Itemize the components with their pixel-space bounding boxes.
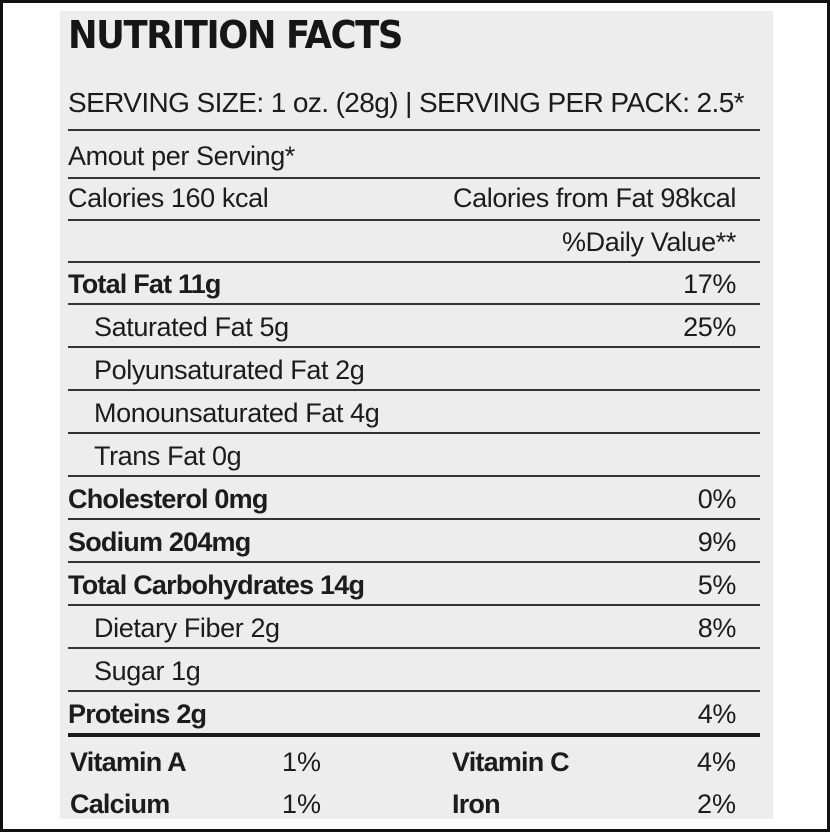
nutrient-name: Sodium 204mg [68,527,251,557]
nutrient-row-total-fat: Total Fat 11g 17% [68,263,736,303]
nutrient-daily-value: 0% [697,484,737,514]
nutrient-name: Total Carbohydrates 14g [68,570,365,600]
nutrient-name: Dietary Fiber 2g [94,613,280,643]
nutrient-row-sodium: Sodium 204mg 9% [68,521,736,561]
divider [68,261,760,263]
nutrient-row-polyunsaturated-fat: Polyunsaturated Fat 2g [68,349,736,389]
nutrient-name: Cholesterol 0mg [68,484,268,514]
nutrient-name: Total Fat 11g [68,269,221,299]
serving-info: SERVING SIZE: 1 oz. (28g) | SERVING PER … [68,87,745,118]
vitamin-row: Calcium 1% Iron 2% [68,785,736,825]
divider [68,690,760,692]
divider [68,219,760,221]
nutrient-row-saturated-fat: Saturated Fat 5g 25% [68,306,736,346]
nutrient-name: Proteins 2g [68,699,207,729]
divider [68,647,760,649]
thick-divider [68,733,760,737]
nutrition-label: NUTRITION FACTS SERVING SIZE: 1 oz. (28g… [60,11,773,819]
daily-value-header-row: %Daily Value** [68,221,736,261]
vitamin-row: Vitamin A 1% Vitamin C 4% [68,743,736,783]
nutrient-name: Saturated Fat 5g [94,312,289,342]
divider [68,475,760,477]
nutrient-row-sugar: Sugar 1g [68,650,736,690]
nutrient-row-trans-fat: Trans Fat 0g [68,435,736,475]
vitamin-name: Vitamin C [452,747,570,777]
vitamin-value: 4% [696,747,736,777]
nutrient-name: Sugar 1g [94,656,201,686]
divider [68,177,760,179]
calories-from-fat-label: Calories from Fat 98kcal [453,183,736,213]
nutrient-row-dietary-fiber: Dietary Fiber 2g 8% [68,607,736,647]
vitamin-name: Iron [452,789,501,819]
amount-per-serving-row: Amout per Serving* [68,135,736,175]
vitamin-name: Calcium [70,789,170,819]
nutrient-name: Monounsaturated Fat 4g [94,398,380,428]
divider [68,604,760,606]
vitamin-name: Vitamin A [70,747,187,777]
nutrient-row-total-carbohydrates: Total Carbohydrates 14g 5% [68,564,736,604]
divider [68,518,760,520]
daily-value-header: %Daily Value** [562,227,736,257]
nutrient-row-proteins: Proteins 2g 4% [68,693,736,733]
nutrient-daily-value: 9% [697,527,737,557]
nutrient-row-cholesterol: Cholesterol 0mg 0% [68,478,736,518]
vitamin-value: 1% [282,789,322,819]
divider [68,561,760,563]
vitamin-value: 1% [282,747,322,777]
calories-row: Calories 160 kcal Calories from Fat 98kc… [68,177,736,217]
nutrient-daily-value: 5% [697,570,737,600]
nutrient-name: Polyunsaturated Fat 2g [94,355,365,385]
nutrient-daily-value: 25% [683,312,736,342]
divider [68,432,760,434]
nutrient-row-monounsaturated-fat: Monounsaturated Fat 4g [68,392,736,432]
nutrient-daily-value: 17% [683,269,736,299]
vitamin-value: 2% [696,789,736,819]
label-title: NUTRITION FACTS [68,13,403,57]
nutrient-daily-value: 8% [697,613,737,643]
nutrient-daily-value: 4% [697,699,737,729]
divider [68,346,760,348]
divider [68,303,760,305]
nutrient-name: Trans Fat 0g [94,441,242,471]
amount-per-serving-label: Amout per Serving* [68,141,295,171]
divider [68,129,760,131]
calories-label: Calories 160 kcal [68,183,269,213]
divider [68,389,760,391]
